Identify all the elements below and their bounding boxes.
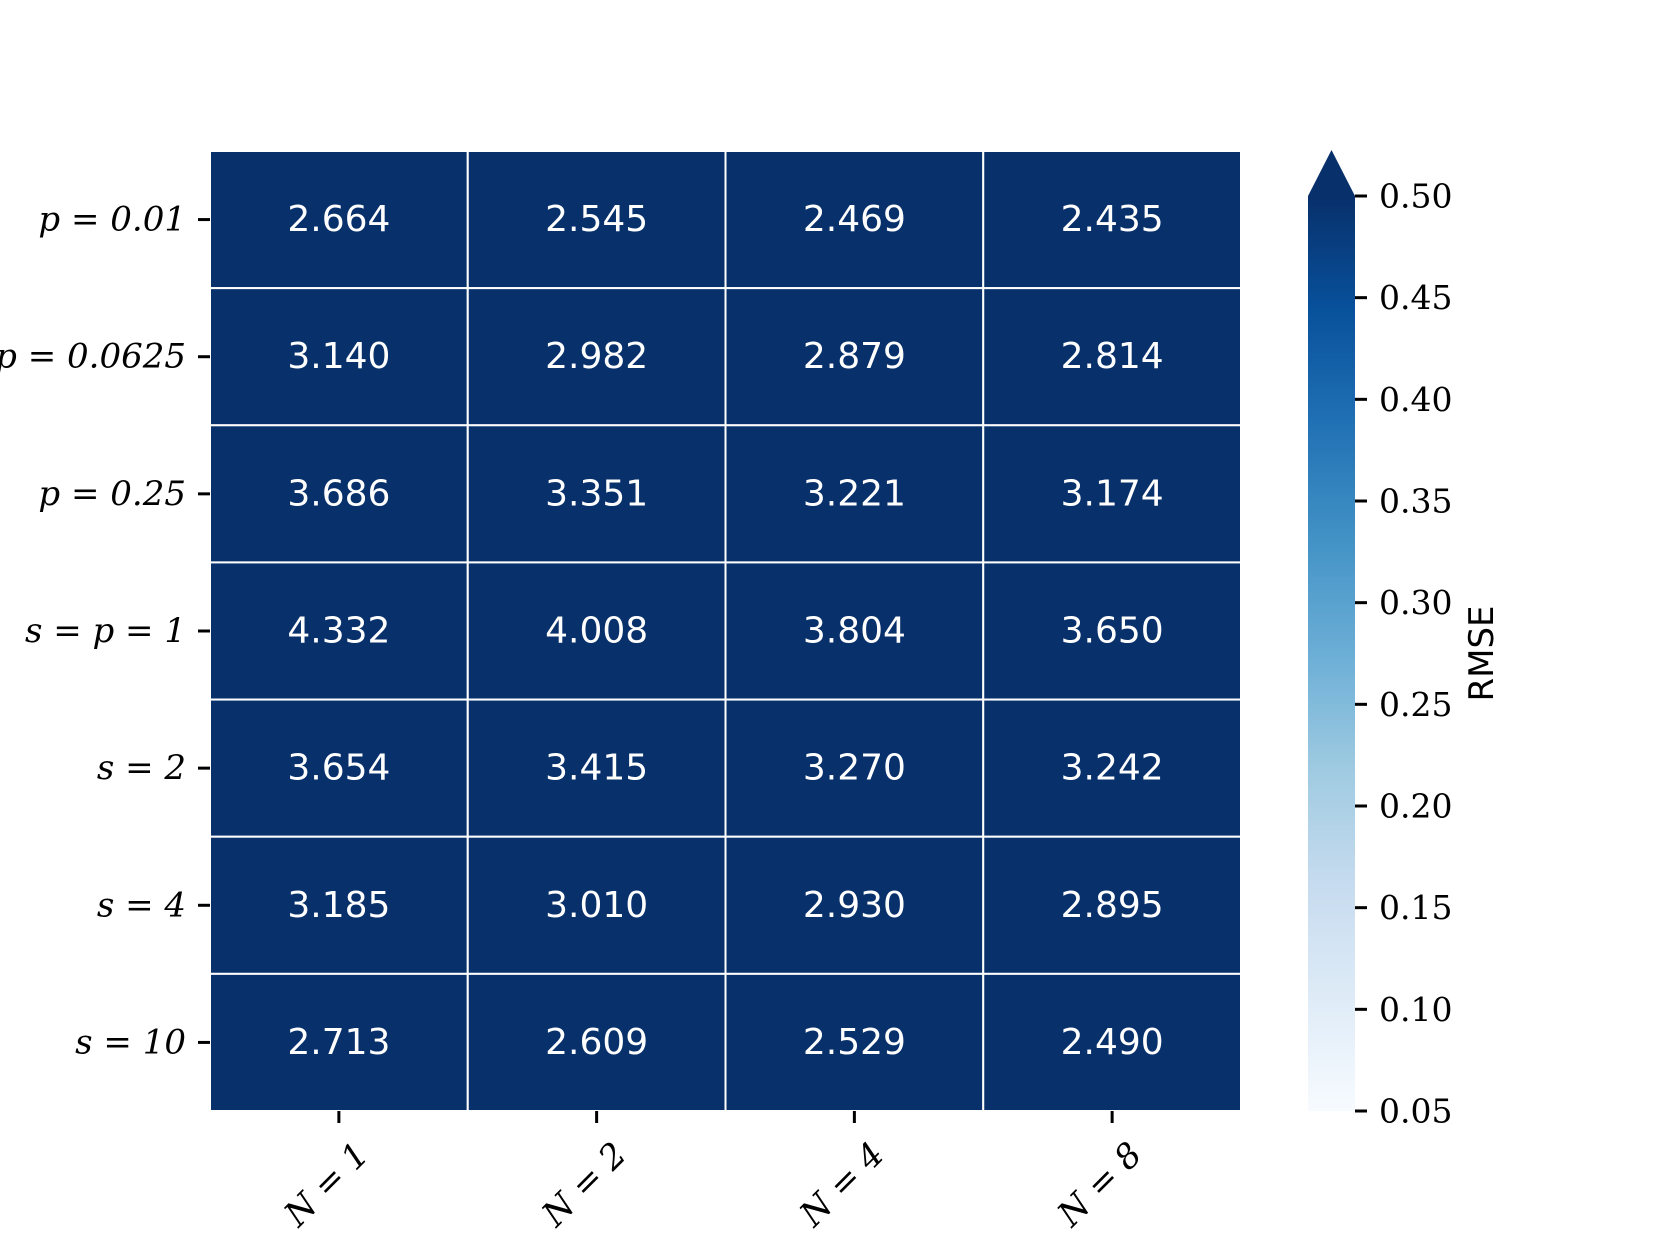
heatmap-cell (466, 150, 727, 290)
heatmap-cell (724, 698, 985, 838)
x-axis-ticks: N = 1 N = 2 N = 4 N = 8 (276, 1111, 1150, 1235)
cell-value-label: 2.879 (803, 336, 906, 377)
cell-value-label: 2.982 (545, 336, 648, 377)
y-tick-label: s = 10 (75, 1022, 186, 1062)
heatmap-cell (209, 835, 469, 975)
y-tick-label: s = 4 (97, 885, 186, 925)
heatmap-cell (724, 972, 985, 1112)
cell-value-label: 3.174 (1061, 473, 1164, 514)
cell-value-label: 3.242 (1061, 748, 1164, 789)
heatmap-cell (982, 698, 1242, 838)
colorbar-tick-label: 0.25 (1379, 685, 1452, 724)
colorbar-label: RMSE (1462, 605, 1502, 701)
heatmap-cell (982, 424, 1242, 564)
heatmap-cell (724, 835, 985, 975)
x-tick-label: N = 2 (534, 1135, 635, 1236)
cell-value-label: 3.185 (287, 885, 390, 926)
colorbar: 0.05 0.10 0.15 0.20 0.25 0.30 0.35 0.40 0.45 0.50 (1308, 150, 1452, 1131)
y-tick-label: s = 2 (97, 748, 186, 788)
cell-value-label: 2.609 (545, 1022, 648, 1063)
y-axis-ticks: p = 0.01 p = 0.0625 p = 0.25 s = p = 1 s = 2… (0, 200, 210, 1062)
heatmap-cell (982, 287, 1242, 427)
cell-value-label: 3.686 (287, 473, 390, 514)
colorbar-tick-label: 0.10 (1379, 990, 1452, 1029)
cell-value-label: 3.654 (287, 748, 390, 789)
colorbar-tick-label: 0.05 (1379, 1092, 1452, 1131)
heatmap-cell (982, 972, 1242, 1112)
cell-value-label: 2.490 (1061, 1022, 1164, 1063)
heatmap-cell (724, 561, 985, 701)
x-tick-label: N = 8 (1049, 1135, 1150, 1236)
heatmap-cell (466, 561, 727, 701)
y-tick-label: p = 0.01 (38, 200, 186, 240)
heatmap-cell (724, 150, 985, 290)
heatmap-cell (209, 287, 469, 427)
cell-value-label: 4.332 (287, 611, 390, 652)
x-tick-label: N = 1 (276, 1135, 377, 1236)
heatmap-cell (982, 835, 1242, 975)
cell-value-label: 2.664 (287, 199, 390, 240)
y-tick-label: p = 0.0625 (0, 337, 186, 377)
colorbar-extend-arrow (1308, 150, 1355, 196)
cell-value-label: 2.545 (545, 199, 648, 240)
heatmap-cell (466, 835, 727, 975)
cell-value-label: 4.008 (545, 611, 648, 652)
heatmap-cell (466, 698, 727, 838)
heatmap-cell (209, 972, 469, 1112)
cell-value-label: 2.713 (287, 1022, 390, 1063)
cell-value-label: 3.650 (1061, 611, 1164, 652)
colorbar-tick-label: 0.35 (1379, 482, 1452, 521)
cell-value-label: 3.351 (545, 473, 648, 514)
y-tick-label: s = p = 1 (25, 611, 186, 651)
x-tick-label: N = 4 (792, 1135, 893, 1236)
cell-value-label: 2.435 (1061, 199, 1164, 240)
colorbar-tick-label: 0.45 (1379, 278, 1452, 317)
cell-value-label: 2.895 (1061, 885, 1164, 926)
heatmap-cell (209, 698, 469, 838)
cell-value-label: 3.221 (803, 473, 906, 514)
cell-value-label: 2.814 (1061, 336, 1164, 377)
heatmap-cell (209, 561, 469, 701)
heatmap-cell (466, 424, 727, 564)
colorbar-tick-label: 0.50 (1379, 177, 1452, 216)
heatmap-cell (209, 150, 469, 290)
colorbar-tick-label: 0.40 (1379, 380, 1452, 419)
heatmap-cells: 2.664 2.545 2.469 2.435 3.140 2.982 2.879 2.814… (209, 150, 1242, 1112)
colorbar-tick-label: 0.15 (1379, 888, 1452, 927)
colorbar-tick-label: 0.20 (1379, 787, 1452, 826)
cell-value-label: 2.930 (803, 885, 906, 926)
cell-value-label: 3.415 (545, 748, 648, 789)
cell-value-label: 3.804 (803, 611, 906, 652)
colorbar-tick-label: 0.30 (1379, 583, 1452, 622)
heatmap-cell (982, 150, 1242, 290)
cell-value-label: 2.469 (803, 199, 906, 240)
cell-value-label: 2.529 (803, 1022, 906, 1063)
cell-value-label: 3.010 (545, 885, 648, 926)
colorbar-gradient (1308, 196, 1355, 1111)
heatmap-cell (982, 561, 1242, 701)
y-tick-label: p = 0.25 (38, 474, 186, 514)
cell-value-label: 3.270 (803, 748, 906, 789)
heatmap-cell (466, 287, 727, 427)
cell-value-label: 3.140 (287, 336, 390, 377)
